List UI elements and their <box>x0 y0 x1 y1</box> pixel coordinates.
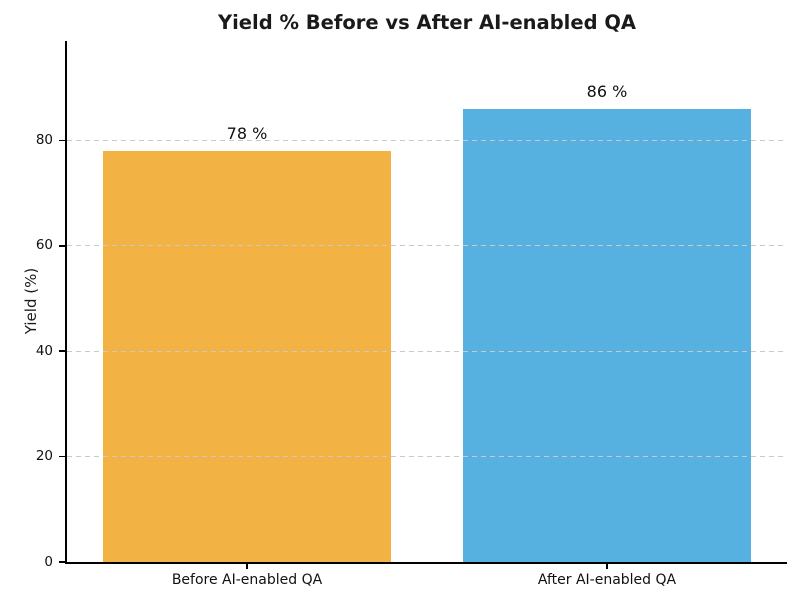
y-axis-label: Yield (%) <box>22 267 40 335</box>
y-tick-mark <box>59 139 65 142</box>
bar-before <box>103 151 391 562</box>
chart-title: Yield % Before vs After AI-enabled QA <box>217 11 636 34</box>
gridline <box>67 245 787 248</box>
y-tick-mark <box>59 245 65 247</box>
bar-value-label: 86 % <box>586 81 628 101</box>
y-tick-label: 20 <box>35 448 53 465</box>
bar-after <box>463 108 751 562</box>
y-tick-label: 80 <box>35 132 53 149</box>
y-tick-label: 0 <box>44 553 53 570</box>
x-tick-mark <box>606 564 608 569</box>
gridline <box>67 455 787 458</box>
y-tick-label: 60 <box>35 237 53 254</box>
x-tick-label: Before AI-enabled QA <box>171 572 323 588</box>
bar-value-label: 78 % <box>226 124 268 144</box>
x-tick-label: After AI-enabled QA <box>537 572 677 588</box>
y-tick-mark <box>59 350 65 353</box>
plot-area: 0 20 40 60 80 78 % Before AI-enabled QA 86 % Aft… <box>36 41 787 588</box>
y-tick-label: 40 <box>35 342 53 359</box>
y-tick-mark <box>59 561 65 563</box>
x-tick-mark <box>246 564 248 569</box>
gridline <box>67 139 787 142</box>
y-tick-mark <box>59 455 65 458</box>
gridline <box>67 350 787 353</box>
